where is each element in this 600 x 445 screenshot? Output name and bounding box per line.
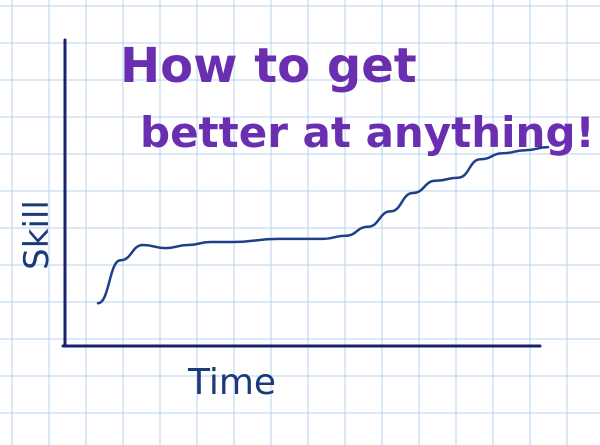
skill-line [96,145,550,305]
x-axis-label: Time [187,362,276,403]
chart-title-line-2: better at anything! [140,108,595,157]
chart-title-line-1: How to get [120,38,417,94]
y-axis-label: Skill [17,200,57,270]
